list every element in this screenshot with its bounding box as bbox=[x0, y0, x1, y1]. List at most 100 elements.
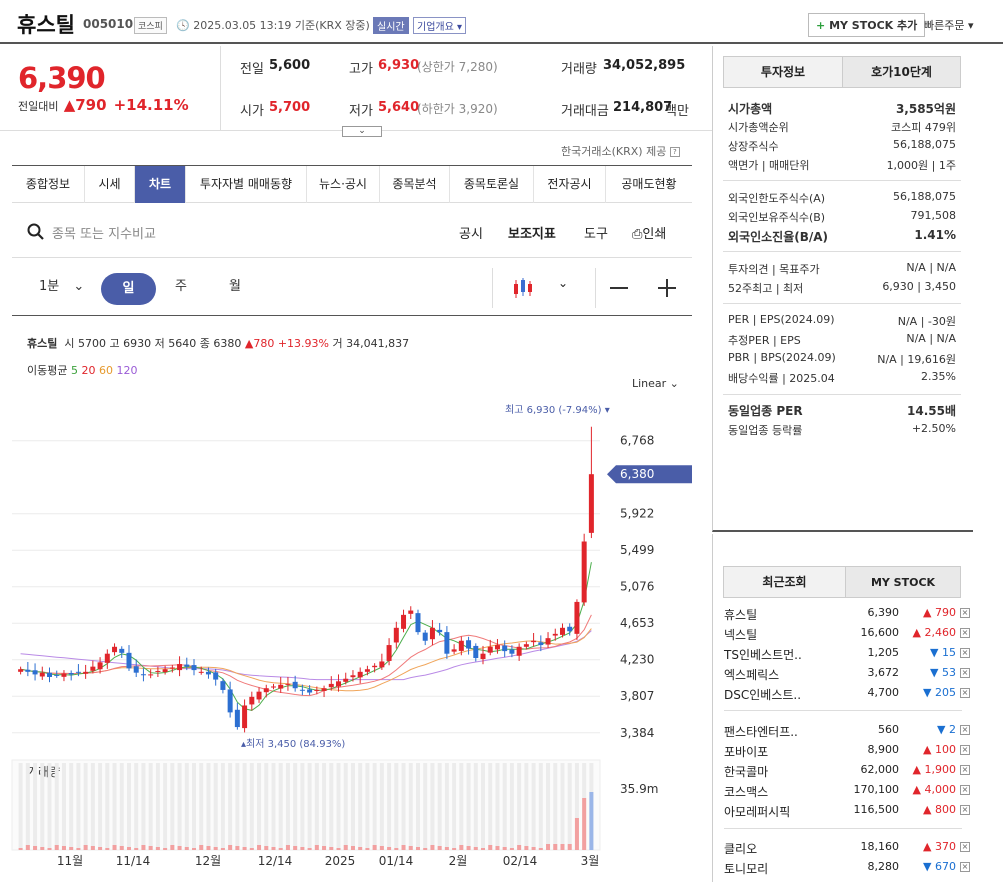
compare-search-input[interactable]: 종목 또는 지수비교 bbox=[52, 227, 156, 242]
recent-item-price: 18,160 bbox=[860, 840, 900, 853]
period-week[interactable]: 주 bbox=[175, 279, 187, 294]
remove-icon[interactable]: × bbox=[960, 628, 970, 638]
candle-body bbox=[227, 689, 233, 713]
company-info-button[interactable]: 기업개요 ▾ bbox=[413, 17, 467, 34]
tab-mystock[interactable]: MY STOCK bbox=[845, 566, 961, 598]
tab-order-book[interactable]: 호가10단계 bbox=[842, 56, 961, 88]
candle-body bbox=[314, 689, 320, 691]
remove-icon[interactable]: × bbox=[960, 725, 970, 735]
disclosure-link[interactable]: 공시 bbox=[459, 227, 483, 242]
info-value-8: 6,930 | 3,450 bbox=[882, 280, 956, 293]
volume-bar bbox=[61, 846, 66, 850]
recent-item[interactable]: 팬스타엔터프.. 560 ▼ 2 × bbox=[724, 723, 970, 739]
remove-icon[interactable]: × bbox=[960, 648, 970, 658]
period-day[interactable]: 일 bbox=[101, 273, 156, 305]
price-chart[interactable]: 6,768 5,922 5,499 5,076 4,653 4,230 3,807 3,384… bbox=[0, 395, 712, 882]
ohlc-legend: 휴스틸 시 5700 고 6930 저 5640 종 6380 ▲780 +13… bbox=[27, 337, 410, 350]
current-price-tag bbox=[607, 465, 692, 484]
volume-bar bbox=[199, 845, 204, 850]
volume-bar bbox=[192, 848, 197, 850]
info-value-7: N/A | N/A bbox=[906, 261, 956, 274]
info-label-12: 배당수익률 | 2025.04 bbox=[728, 372, 835, 385]
recent-item[interactable]: DSC인베스트.. 4,700 ▼ 205 × bbox=[724, 686, 970, 702]
recent-item[interactable]: 아모레퍼시픽 116,500 ▲ 800 × bbox=[724, 803, 970, 819]
x-tick-label: 12월 bbox=[195, 854, 221, 868]
recent-item-name[interactable]: 넥스틸 bbox=[724, 628, 758, 642]
recent-item[interactable]: 엑스페릭스 3,672 ▼ 53 × bbox=[724, 666, 970, 682]
recent-item[interactable]: TS인베스트먼.. 1,205 ▼ 15 × bbox=[724, 646, 970, 662]
recent-item-name[interactable]: 클리오 bbox=[724, 842, 758, 856]
stock-header: 휴스틸 005010 코스피 🕓 2025.03.05 13:19 기준(KRX… bbox=[0, 0, 1003, 44]
add-mystock-button[interactable]: + MY STOCK 추가 bbox=[808, 13, 926, 37]
tab-overview[interactable]: 종합정보 bbox=[12, 166, 85, 203]
recent-item-name[interactable]: 코스맥스 bbox=[724, 785, 769, 799]
remove-icon[interactable]: × bbox=[960, 862, 970, 872]
zoom-in-icon[interactable] bbox=[657, 278, 677, 298]
up-arrow-icon: ▲ bbox=[58, 96, 76, 114]
recent-item-change: ▼ 670 bbox=[923, 860, 956, 873]
volume-bar bbox=[408, 846, 413, 850]
zoom-out-icon[interactable] bbox=[610, 287, 628, 289]
recent-item-name[interactable]: 한국콜마 bbox=[724, 765, 769, 779]
volume-bar bbox=[459, 845, 464, 850]
candlestick-icon[interactable] bbox=[512, 276, 538, 300]
recent-item-name[interactable]: 아모레퍼시픽 bbox=[724, 805, 791, 819]
indicator-link[interactable]: 보조지표 bbox=[508, 227, 556, 242]
recent-item-name[interactable]: 포바이포 bbox=[724, 745, 769, 759]
remove-icon[interactable]: × bbox=[960, 842, 970, 852]
period-minute[interactable]: 1분 ⌄ bbox=[39, 279, 85, 294]
open-label: 시가 bbox=[240, 104, 264, 119]
recent-item[interactable]: 코스맥스 170,100 ▲ 4,000 × bbox=[724, 783, 970, 799]
recent-item[interactable]: 클리오 18,160 ▲ 370 × bbox=[724, 840, 970, 856]
tab-investors[interactable]: 투자자별 매매동향 bbox=[186, 166, 307, 203]
tab-disclosure[interactable]: 전자공시 bbox=[534, 166, 606, 203]
tab-quotes[interactable]: 시세 bbox=[85, 166, 135, 203]
recent-item-name[interactable]: DSC인베스트.. bbox=[724, 688, 802, 702]
period-month[interactable]: 월 bbox=[229, 279, 241, 294]
recent-item-name[interactable]: 토니모리 bbox=[724, 862, 769, 876]
tab-analysis[interactable]: 종목분석 bbox=[380, 166, 450, 203]
tab-discussion[interactable]: 종목토론실 bbox=[450, 166, 534, 203]
remove-icon[interactable]: × bbox=[960, 805, 970, 815]
recent-item[interactable]: 포바이포 8,900 ▲ 100 × bbox=[724, 743, 970, 759]
tab-recent[interactable]: 최근조회 bbox=[723, 566, 846, 598]
recent-item[interactable]: 휴스틸 6,390 ▲ 790 × bbox=[724, 606, 970, 622]
tools-link[interactable]: 도구 bbox=[584, 227, 608, 242]
tab-news[interactable]: 뉴스·공시 bbox=[307, 166, 380, 203]
recent-item-name[interactable]: 팬스타엔터프.. bbox=[724, 725, 798, 739]
remove-icon[interactable]: × bbox=[960, 668, 970, 678]
expand-chevron-icon[interactable]: ⌄ bbox=[342, 126, 382, 137]
quick-order-button[interactable]: 빠른주문 ▾ bbox=[924, 19, 974, 32]
recent-item[interactable]: 토니모리 8,280 ▼ 670 × bbox=[724, 860, 970, 876]
recent-item-name[interactable]: 엑스페릭스 bbox=[724, 668, 780, 682]
remove-icon[interactable]: × bbox=[960, 765, 970, 775]
remove-icon[interactable]: × bbox=[960, 608, 970, 618]
chart-type-dropdown-icon[interactable]: ⌄ bbox=[558, 276, 569, 290]
remove-icon[interactable]: × bbox=[960, 785, 970, 795]
recent-item[interactable]: 한국콜마 62,000 ▲ 1,900 × bbox=[724, 763, 970, 779]
recent-item-name[interactable]: TS인베스트먼.. bbox=[724, 648, 802, 662]
tab-short-selling[interactable]: 공매도현황 bbox=[621, 177, 677, 191]
candle-body bbox=[502, 645, 508, 652]
scale-dropdown[interactable]: Linear ⌄ bbox=[632, 377, 679, 390]
tab-chart[interactable]: 차트 bbox=[135, 166, 186, 203]
volume-bar bbox=[394, 848, 399, 850]
volume-axis-max: 35.9m bbox=[620, 782, 658, 796]
recent-item-price: 116,500 bbox=[853, 803, 900, 816]
candle-body bbox=[364, 669, 370, 672]
volume-bar bbox=[83, 845, 88, 850]
down-arrow-icon: ▼ bbox=[923, 686, 932, 699]
info-value-4: 56,188,075 bbox=[893, 190, 956, 203]
print-link[interactable]: ⎙인쇄 bbox=[632, 227, 667, 242]
tab-investment-info[interactable]: 투자정보 bbox=[723, 56, 843, 88]
recent-item-name[interactable]: 휴스틸 bbox=[724, 608, 758, 622]
volume-bar bbox=[293, 846, 298, 850]
recent-item[interactable]: 넥스틸 16,600 ▲ 2,460 × bbox=[724, 626, 970, 642]
y-tick-label: 3,384 bbox=[620, 726, 654, 740]
y-tick-label: 5,922 bbox=[620, 507, 654, 521]
remove-icon[interactable]: × bbox=[960, 745, 970, 755]
remove-icon[interactable]: × bbox=[960, 688, 970, 698]
candle-body bbox=[422, 632, 428, 641]
candle-body bbox=[97, 662, 103, 670]
volume-bar bbox=[47, 848, 52, 850]
